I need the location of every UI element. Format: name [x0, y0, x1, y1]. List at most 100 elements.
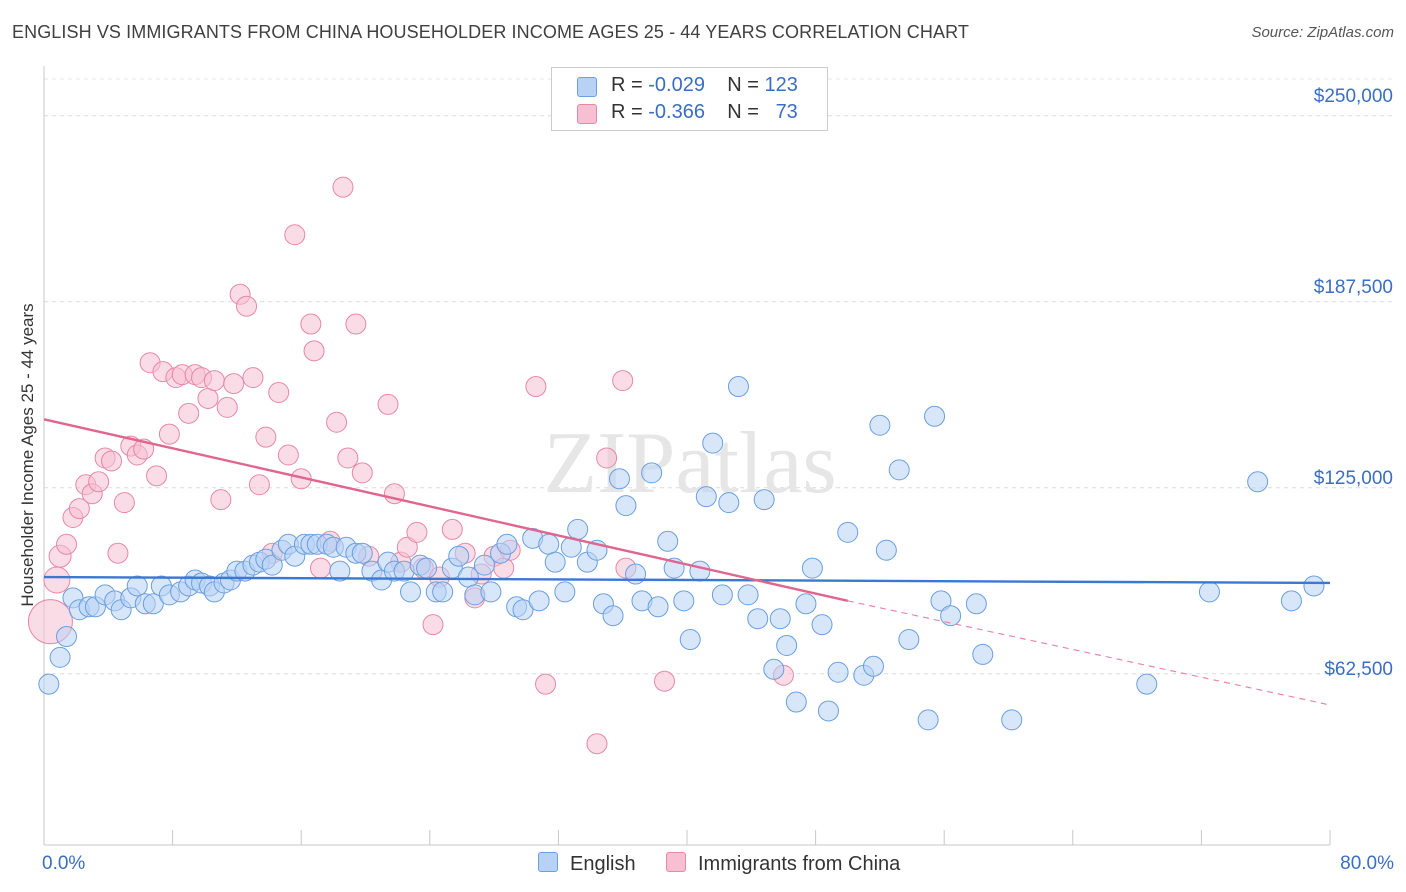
china-point — [284, 224, 306, 246]
english-point — [432, 581, 454, 603]
china-point — [101, 450, 123, 472]
english-point — [567, 518, 589, 540]
china-point — [236, 295, 258, 317]
english-point — [776, 634, 798, 656]
trend-lines — [43, 418, 1331, 706]
legend-r-value: -0.366 — [648, 101, 705, 123]
english-point — [972, 643, 994, 665]
china-point — [216, 396, 238, 418]
english-point — [785, 691, 807, 713]
english-point — [416, 557, 438, 579]
legend-r-label: R = — [611, 101, 643, 123]
english-point — [679, 629, 701, 651]
english-point — [753, 489, 775, 511]
english-point — [811, 614, 833, 636]
english-point — [657, 530, 679, 552]
english-point — [930, 590, 952, 612]
china-swatch — [666, 852, 686, 872]
english-point — [769, 608, 791, 630]
english-point — [625, 563, 647, 585]
english-point — [718, 492, 740, 514]
english-point — [496, 533, 518, 555]
english-point — [763, 658, 785, 680]
china-point — [223, 373, 245, 395]
english-point — [56, 626, 78, 648]
english-point — [1280, 590, 1302, 612]
china-point — [377, 393, 399, 415]
y-tick-label: $187,500 — [1313, 277, 1393, 298]
english-point — [888, 459, 910, 481]
english-point — [480, 581, 502, 603]
english-point — [695, 486, 717, 508]
china-point — [586, 733, 608, 755]
y-tick-label: $250,000 — [1313, 86, 1393, 107]
english-point — [1247, 471, 1269, 493]
english-point — [924, 405, 946, 427]
english-point — [544, 551, 566, 573]
english-swatch — [577, 77, 597, 97]
english-point — [1198, 581, 1220, 603]
english-point — [554, 581, 576, 603]
china-point — [56, 533, 78, 555]
china-point — [158, 423, 180, 445]
english-point — [869, 414, 891, 436]
x-tick-label-min: 0.0% — [42, 853, 86, 874]
series-english — [38, 376, 1325, 731]
english-point — [49, 646, 71, 668]
english-point — [898, 629, 920, 651]
english-point — [862, 655, 884, 677]
china-point — [255, 426, 277, 448]
china-point — [332, 176, 354, 198]
china-point — [197, 387, 219, 409]
english-point — [689, 560, 711, 582]
china-point — [178, 402, 200, 424]
china-point — [107, 542, 129, 564]
english-point — [1136, 673, 1158, 695]
china-point — [351, 462, 373, 484]
bottom-legend-china: Immigrants from China — [666, 852, 900, 876]
china-point — [441, 518, 463, 540]
legend-r-value: -0.029 — [648, 74, 705, 96]
english-swatch — [538, 852, 558, 872]
china-point — [612, 370, 634, 392]
china-point — [113, 492, 135, 514]
china-point — [146, 465, 168, 487]
english-point — [448, 545, 470, 567]
english-point — [538, 533, 560, 555]
china-point — [277, 444, 299, 466]
y-tick-label: $125,000 — [1313, 468, 1393, 489]
legend-n-label: N = — [727, 74, 759, 96]
legend-n-value: 123 — [764, 74, 798, 96]
english-point — [801, 557, 823, 579]
english-point — [329, 560, 351, 582]
china-point — [242, 367, 264, 389]
china-point — [303, 340, 325, 362]
english-point — [817, 700, 839, 722]
legend-r-label: R = — [611, 74, 643, 96]
china-point — [653, 670, 675, 692]
y-axis-label: Householder Income Ages 25 - 44 years — [18, 303, 37, 607]
english-point — [737, 584, 759, 606]
english-point — [1001, 709, 1023, 731]
english-point — [647, 596, 669, 618]
correlation-legend: R = -0.029 N = 123 R = -0.366 N = 73 — [551, 67, 828, 131]
legend-label: Immigrants from China — [698, 853, 901, 875]
english-point — [940, 605, 962, 627]
english-point — [142, 593, 164, 615]
chart-title: ENGLISH VS IMMIGRANTS FROM CHINA HOUSEHO… — [12, 22, 969, 42]
english-point — [917, 709, 939, 731]
english-point — [261, 554, 283, 576]
china-swatch — [577, 104, 597, 124]
english-point — [837, 521, 859, 543]
english-point — [528, 590, 550, 612]
china-point — [326, 411, 348, 433]
english-point — [608, 468, 630, 490]
english-point — [747, 608, 769, 630]
english-point — [473, 554, 495, 576]
english-point — [795, 593, 817, 615]
china-point — [268, 382, 290, 403]
english-point — [400, 581, 422, 603]
english-point — [702, 432, 724, 454]
china-point — [309, 557, 331, 579]
